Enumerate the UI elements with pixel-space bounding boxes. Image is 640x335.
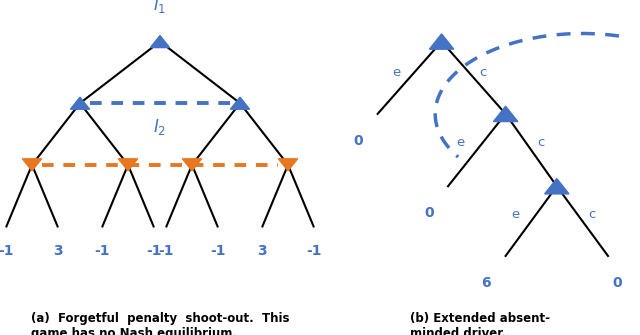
Text: $I_1$: $I_1$ — [154, 0, 166, 15]
Polygon shape — [150, 36, 170, 48]
Text: 3: 3 — [257, 244, 268, 258]
Text: 3: 3 — [52, 244, 63, 258]
Polygon shape — [230, 97, 250, 109]
Text: 0: 0 — [353, 134, 364, 148]
Polygon shape — [22, 159, 42, 171]
Text: e: e — [457, 136, 465, 148]
Text: c: c — [479, 66, 487, 79]
Text: -1: -1 — [210, 244, 225, 258]
Text: e: e — [511, 208, 519, 221]
Text: $I_2$: $I_2$ — [154, 117, 166, 137]
Text: -1: -1 — [0, 244, 14, 258]
Polygon shape — [278, 159, 298, 171]
Text: c: c — [537, 136, 545, 148]
Text: -1: -1 — [95, 244, 110, 258]
Text: (a)  Forgetful  penalty  shoot-out.  This
game has no Nash equilibrium.: (a) Forgetful penalty shoot-out. This ga… — [31, 312, 289, 335]
Text: -1: -1 — [159, 244, 174, 258]
Text: -1: -1 — [146, 244, 161, 258]
Text: 6: 6 — [481, 276, 492, 290]
Text: -1: -1 — [306, 244, 321, 258]
Text: e: e — [393, 66, 401, 79]
Polygon shape — [70, 97, 90, 109]
Polygon shape — [545, 179, 569, 194]
Text: c: c — [588, 208, 596, 221]
Text: 0: 0 — [612, 276, 623, 290]
Text: (b) Extended absent-
minded driver.: (b) Extended absent- minded driver. — [410, 312, 550, 335]
Polygon shape — [182, 159, 202, 171]
Text: 0: 0 — [424, 206, 434, 220]
Polygon shape — [118, 159, 138, 171]
Polygon shape — [429, 34, 454, 49]
Polygon shape — [493, 106, 518, 122]
